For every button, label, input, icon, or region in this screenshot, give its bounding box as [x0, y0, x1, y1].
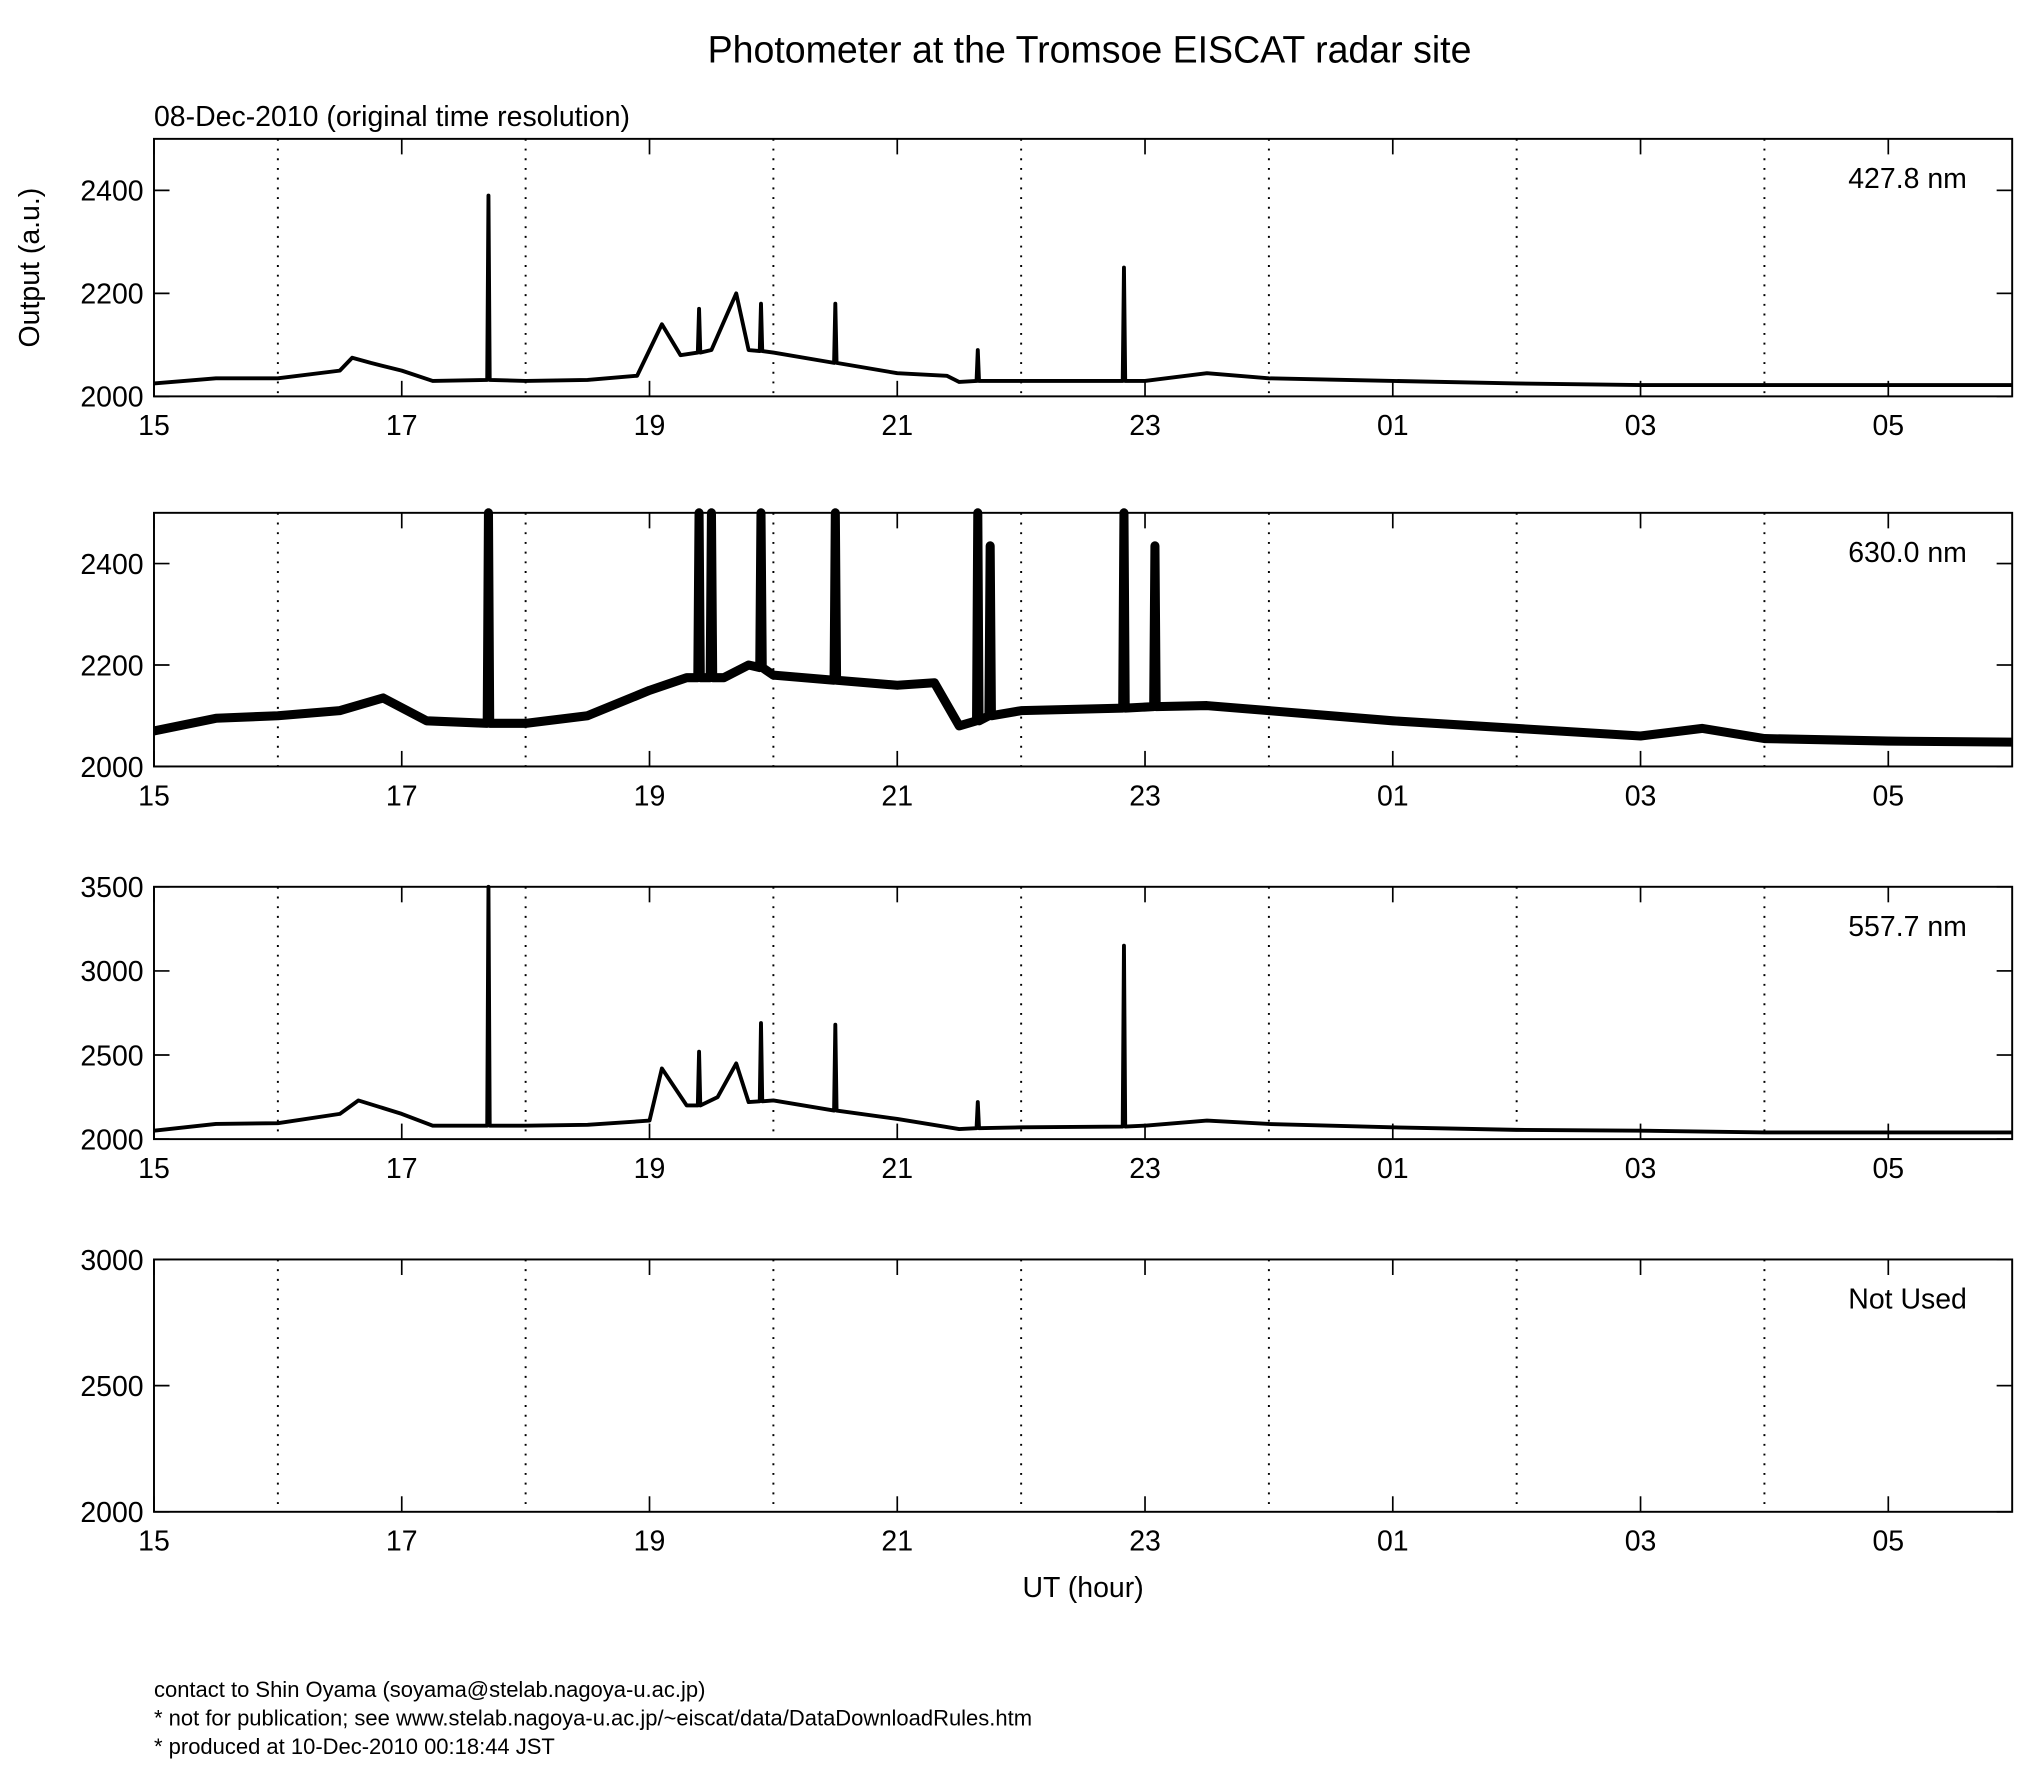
y-tick-label: 2400 — [80, 176, 143, 208]
x-tick-label: 21 — [881, 1153, 913, 1185]
x-tick-label: 23 — [1129, 410, 1161, 442]
plot-frame — [153, 885, 2014, 1141]
data-line — [153, 884, 2013, 1135]
x-tick-label: 15 — [138, 410, 170, 442]
footer-line: contact to Shin Oyama (soyama@stelab.nag… — [154, 1677, 705, 1702]
x-tick-label: 17 — [386, 780, 418, 812]
x-tick-label: 19 — [634, 1526, 666, 1558]
x-tick-label: 01 — [1377, 780, 1409, 812]
y-tick-label: 2000 — [80, 1124, 143, 1156]
x-tick-label: 15 — [138, 780, 170, 812]
x-tick-label: 03 — [1625, 410, 1657, 442]
y-tick-label: 2500 — [80, 1040, 143, 1072]
x-tick-label: 23 — [1129, 1526, 1161, 1558]
x-tick-label: 17 — [386, 1526, 418, 1558]
y-tick-label: 3000 — [80, 1245, 143, 1277]
panel-label: 427.8 nm — [1848, 163, 1967, 195]
x-tick-label: 17 — [386, 1153, 418, 1185]
plot-frame — [153, 511, 2014, 768]
x-tick-label: 05 — [1872, 1526, 1904, 1558]
x-tick-label: 15 — [138, 1153, 170, 1185]
x-tick-label: 17 — [386, 410, 418, 442]
x-tick-label: 03 — [1625, 1153, 1657, 1185]
y-tick-label: 3500 — [80, 872, 143, 904]
title: Photometer at the Tromsoe EISCAT radar s… — [708, 29, 1472, 71]
x-tick-label: 01 — [1377, 410, 1409, 442]
x-tick-label: 01 — [1377, 1153, 1409, 1185]
x-tick-label: 23 — [1129, 1153, 1161, 1185]
panel-label: Not Used — [1848, 1284, 1967, 1316]
x-tick-label: 15 — [138, 1526, 170, 1558]
x-tick-label: 19 — [634, 410, 666, 442]
y-tick-label: 2400 — [80, 549, 143, 581]
y-tick-label: 2000 — [80, 1497, 143, 1529]
x-tick-label: 03 — [1625, 1526, 1657, 1558]
y-tick-label: 2500 — [80, 1371, 143, 1403]
y-axis-label: Output (a.u.) — [14, 188, 46, 348]
y-tick-label: 2200 — [80, 279, 143, 311]
x-tick-label: 21 — [881, 1526, 913, 1558]
x-tick-label: 19 — [634, 780, 666, 812]
subtitle: 08-Dec-2010 (original time resolution) — [154, 101, 630, 133]
x-tick-label: 01 — [1377, 1526, 1409, 1558]
plot-frame — [153, 137, 2014, 398]
x-tick-label: 19 — [634, 1153, 666, 1185]
data-line — [153, 193, 2013, 387]
footer-line: * not for publication; see www.stelab.na… — [154, 1705, 1032, 1730]
x-tick-label: 21 — [881, 410, 913, 442]
x-tick-label: 05 — [1872, 1153, 1904, 1185]
data-line — [153, 508, 2013, 747]
y-tick-label: 2200 — [80, 650, 143, 682]
footer-line: * produced at 10-Dec-2010 00:18:44 JST — [154, 1734, 555, 1759]
x-tick-label: 03 — [1625, 780, 1657, 812]
x-axis-label: UT (hour) — [1022, 1572, 1143, 1604]
y-tick-label: 3000 — [80, 956, 143, 988]
x-tick-label: 23 — [1129, 780, 1161, 812]
panel-label: 557.7 nm — [1848, 911, 1967, 943]
plot-frame — [153, 1258, 2014, 1513]
x-tick-label: 05 — [1872, 780, 1904, 812]
x-tick-label: 21 — [881, 780, 913, 812]
y-tick-label: 2000 — [80, 752, 143, 784]
y-tick-label: 2000 — [80, 382, 143, 414]
x-tick-label: 05 — [1872, 410, 1904, 442]
panel-label: 630.0 nm — [1848, 537, 1967, 569]
